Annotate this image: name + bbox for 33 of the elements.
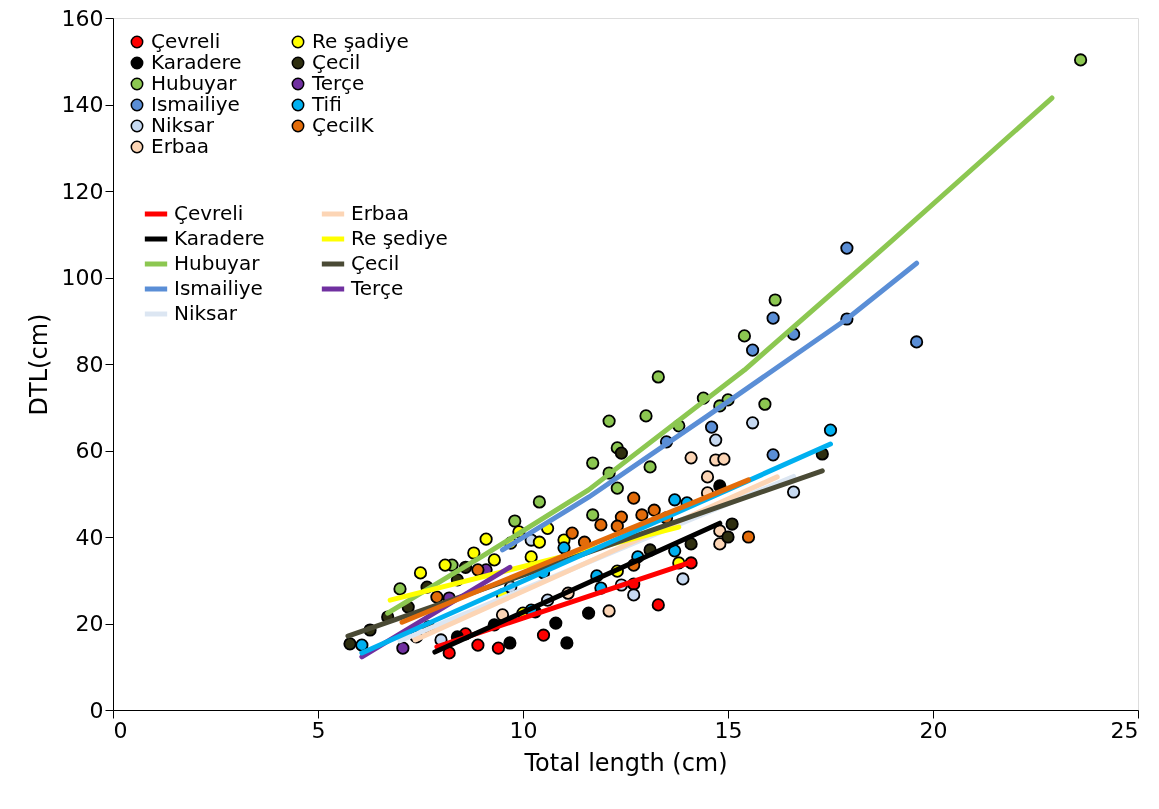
legend-label: ÇecilK xyxy=(312,113,375,137)
legend-label: Niksar xyxy=(151,113,215,137)
legend-label: Tifi xyxy=(311,92,342,116)
legend-label: Re şadiye xyxy=(312,29,409,53)
legend-label: Çevreli xyxy=(174,201,244,225)
x-tick-label: 5 xyxy=(311,717,326,743)
legend-label: Terçe xyxy=(350,276,404,300)
y-tick-label: 80 xyxy=(75,351,104,377)
x-axis-title: Total length (cm) xyxy=(523,748,728,777)
legend-label: Çecil xyxy=(351,251,400,275)
legend-label: Karadere xyxy=(174,226,265,250)
y-tick-label: 140 xyxy=(61,92,104,117)
legend-label: Erbaa xyxy=(351,201,410,225)
x-tick-label: 0 xyxy=(113,717,128,743)
legend-label: Çevreli xyxy=(151,29,221,53)
legend-label: Re şediye xyxy=(351,226,448,250)
y-tick-label: 120 xyxy=(61,178,104,204)
x-tick-label: 10 xyxy=(509,717,538,743)
legend-label: Ismailiye xyxy=(174,276,263,300)
x-tick-label: 25 xyxy=(1110,717,1139,743)
legend-label: Hubuyar xyxy=(174,251,261,275)
y-tick-label: 160 xyxy=(61,5,104,31)
y-tick-label: 0 xyxy=(89,697,104,723)
legend-label: Erbaa xyxy=(151,134,210,158)
legend-label: Niksar xyxy=(174,301,238,325)
y-tick-label: 60 xyxy=(75,438,104,463)
y-tick-label: 100 xyxy=(61,265,104,290)
legend-label: Hubuyar xyxy=(151,71,238,95)
x-tick-label: 15 xyxy=(714,717,743,743)
x-tick-label: 20 xyxy=(919,717,948,743)
y-tick-label: 20 xyxy=(75,611,104,636)
y-axis-title: DTL(cm) xyxy=(24,313,53,416)
y-tick-label: 40 xyxy=(75,524,104,550)
